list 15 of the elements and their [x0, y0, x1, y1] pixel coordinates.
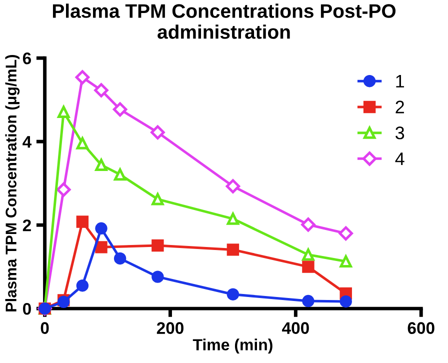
- chart-title: Plasma TPM Concentrations Post-PO administration: [52, 4, 396, 39]
- legend-label: 4: [395, 152, 404, 165]
- legend-label: 3: [396, 126, 404, 140]
- x-axis-title: Time (min): [192, 338, 272, 354]
- legend-label: 2: [396, 100, 404, 114]
- y-tick-label: 4: [22, 136, 32, 148]
- y-tick-label: 2: [22, 219, 31, 232]
- y-tick-label: 6: [22, 52, 32, 64]
- x-tick-label: 200: [156, 322, 184, 334]
- x-tick-label: 0: [40, 322, 49, 334]
- y-axis-title: Plasma TPM Concentration (μg/mL): [5, 55, 20, 312]
- x-tick-label: 400: [282, 322, 309, 334]
- x-tick-label: 600: [408, 322, 434, 334]
- legend-label: 1: [396, 74, 404, 88]
- y-tick-label: 0: [22, 302, 31, 315]
